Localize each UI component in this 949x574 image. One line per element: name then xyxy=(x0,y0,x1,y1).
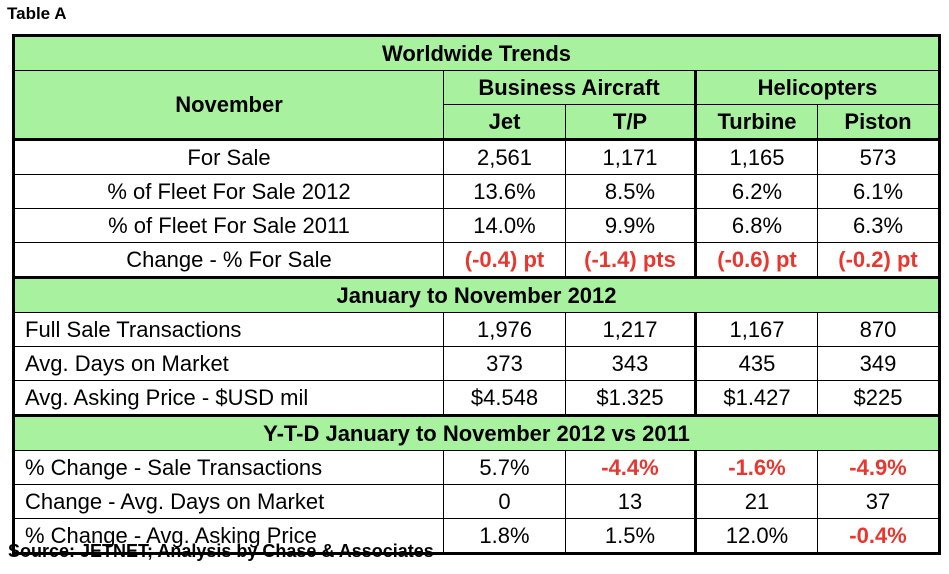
data-cell: 349 xyxy=(816,346,941,381)
table-row: For Sale 2,561 1,171 1,165 573 xyxy=(13,138,941,175)
data-cell: 1.5% xyxy=(565,518,696,554)
data-cell: 5.7% xyxy=(443,450,566,485)
data-cell: 343 xyxy=(565,346,696,381)
table-caption: Table A xyxy=(7,4,67,23)
row-label: Full Sale Transactions xyxy=(13,312,444,347)
data-cell: 1,217 xyxy=(565,312,696,347)
group-header-helicopters: Helicopters xyxy=(693,70,941,105)
data-cell: 373 xyxy=(443,346,566,381)
row-label: Avg. Days on Market xyxy=(13,346,444,381)
worldwide-trends-table: Worldwide Trends November Business Aircr… xyxy=(12,34,942,555)
data-cell: 13 xyxy=(565,484,696,519)
data-cell: 1.8% xyxy=(443,518,566,554)
table-row: % of Fleet For Sale 2012 13.6% 8.5% 6.2% 6.1… xyxy=(13,174,941,209)
data-cell: 0 xyxy=(443,484,566,519)
data-cell: 8.5% xyxy=(565,174,696,209)
row-label: For Sale xyxy=(13,138,444,175)
data-cell: $1.325 xyxy=(565,380,696,416)
table-row: % Change - Sale Transactions 5.7% -4.4% -1.… xyxy=(13,450,941,485)
row-label: Change - % For Sale xyxy=(13,242,444,278)
data-cell: 435 xyxy=(694,346,818,381)
data-cell: $1.427 xyxy=(694,380,818,416)
data-cell: 1,165 xyxy=(694,138,818,175)
data-cell: 13.6% xyxy=(443,174,566,209)
data-cell: 9.9% xyxy=(565,208,696,243)
data-cell: 1,976 xyxy=(443,312,566,347)
col-header-piston: Piston xyxy=(816,104,941,140)
table-row: Change - % For Sale (-0.4) pt (-1.4) pts (-… xyxy=(13,242,941,278)
data-cell: -1.6% xyxy=(694,450,818,485)
data-cell: $225 xyxy=(816,380,941,416)
table-row: Full Sale Transactions 1,976 1,217 1,167 870 xyxy=(13,312,941,347)
group-header-business-aircraft: Business Aircraft xyxy=(443,70,696,105)
data-cell: 6.1% xyxy=(816,174,941,209)
data-cell: 37 xyxy=(816,484,941,519)
data-cell: 6.8% xyxy=(694,208,818,243)
data-cell: 6.2% xyxy=(694,174,818,209)
data-cell: $4.548 xyxy=(443,380,566,416)
table-title: Worldwide Trends xyxy=(12,35,941,71)
data-cell: 14.0% xyxy=(443,208,566,243)
row-label: % Change - Avg. Asking Price xyxy=(13,518,444,554)
col-header-tp: T/P xyxy=(565,104,696,140)
source-note: Source: JETNET; Analysis by Chase & Asso… xyxy=(8,541,434,561)
col-header-jet: Jet xyxy=(443,104,566,140)
data-cell: 1,171 xyxy=(565,138,696,175)
data-cell: 12.0% xyxy=(694,518,818,554)
row-header-label: November xyxy=(13,70,444,140)
table-row: % of Fleet For Sale 2011 14.0% 9.9% 6.8% 6.3… xyxy=(13,208,941,243)
col-header-turbine: Turbine xyxy=(694,104,818,140)
data-cell: 1,167 xyxy=(694,312,818,347)
table-row: Change - Avg. Days on Market 0 13 21 37 xyxy=(13,484,941,519)
section-title-ytd-comparison: Y-T-D January to November 2012 vs 2011 xyxy=(12,414,941,451)
section-title-jan-nov-2012-row: January to November 2012 xyxy=(12,276,941,313)
row-label: Avg. Asking Price - $USD mil xyxy=(13,380,444,416)
table-row: % Change - Avg. Asking Price 1.8% 1.5% 12.0… xyxy=(13,518,941,554)
table-row: Avg. Asking Price - $USD mil $4.548 $1.325… xyxy=(13,380,941,416)
data-cell: (-0.4) pt xyxy=(443,242,566,278)
section-title-ytd-comparison-row: Y-T-D January to November 2012 vs 2011 xyxy=(12,414,941,451)
data-cell: -4.4% xyxy=(565,450,696,485)
data-cell: 6.3% xyxy=(816,208,941,243)
data-cell: -4.9% xyxy=(816,450,941,485)
data-cell: -0.4% xyxy=(816,518,941,554)
data-cell: 2,561 xyxy=(443,138,566,175)
data-cell: (-0.6) pt xyxy=(694,242,818,278)
section-title-jan-nov-2012: January to November 2012 xyxy=(12,276,941,313)
table-row: Avg. Days on Market 373 343 435 349 xyxy=(13,346,941,381)
row-label: Change - Avg. Days on Market xyxy=(13,484,444,519)
data-cell: (-1.4) pts xyxy=(565,242,696,278)
data-cell: 21 xyxy=(694,484,818,519)
data-cell: 573 xyxy=(816,138,941,175)
row-label: % of Fleet For Sale 2011 xyxy=(13,208,444,243)
data-cell: 870 xyxy=(816,312,941,347)
row-label: % Change - Sale Transactions xyxy=(13,450,444,485)
data-cell: (-0.2) pt xyxy=(816,242,941,278)
row-label: % of Fleet For Sale 2012 xyxy=(13,174,444,209)
